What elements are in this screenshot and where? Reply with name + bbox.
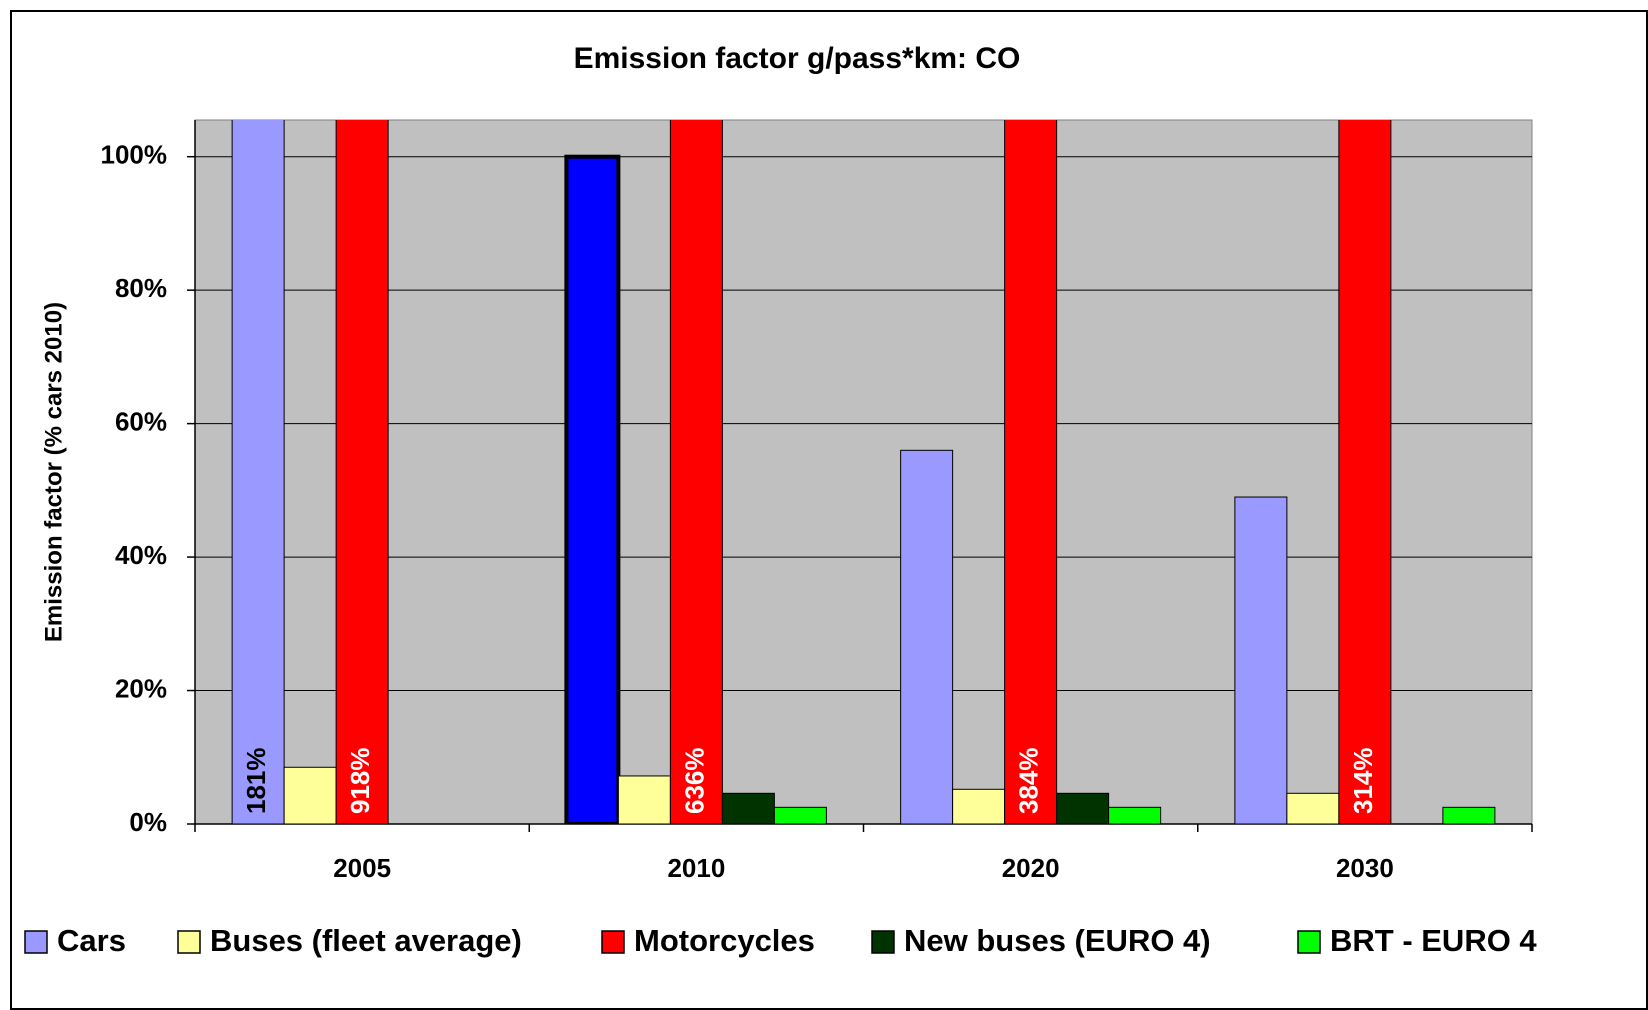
y-tick-label: 20%	[115, 673, 167, 703]
y-tick-label: 80%	[115, 273, 167, 303]
y-tick-label: 100%	[101, 140, 168, 170]
bar	[1108, 806, 1162, 824]
bar	[1056, 792, 1110, 824]
bar	[773, 806, 827, 824]
bar	[1286, 792, 1340, 824]
y-tick-label: 0%	[129, 807, 167, 837]
x-tick-label: 2020	[1002, 853, 1060, 883]
bar-value-label: 314%	[1348, 748, 1378, 815]
bars	[231, 120, 1496, 824]
bar	[564, 154, 621, 824]
legend-swatch	[24, 930, 48, 954]
bar-value-label: 918%	[345, 748, 375, 815]
legend-label: Buses (fleet average)	[210, 923, 522, 958]
legend-swatch	[177, 930, 201, 954]
bar	[1338, 120, 1392, 824]
legend-label: New buses (EURO 4)	[904, 923, 1211, 958]
chart-title: Emission factor g/pass*km: CO	[574, 42, 1021, 75]
bar-value-label: 384%	[1014, 748, 1044, 815]
legend-label: BRT - EURO 4	[1330, 923, 1537, 958]
legend-swatch	[871, 930, 895, 954]
bar	[669, 120, 723, 824]
legend-swatch	[601, 930, 625, 954]
bar	[335, 120, 389, 824]
bar	[721, 792, 775, 824]
bar-value-label: 181%	[241, 748, 271, 815]
bar	[1234, 496, 1288, 824]
y-tick-label: 60%	[115, 406, 167, 436]
bar	[617, 775, 671, 824]
bar	[952, 788, 1006, 824]
bar-value-label: 636%	[679, 748, 709, 815]
y-tick-label: 40%	[115, 540, 167, 570]
bar	[1442, 806, 1496, 824]
bar	[1004, 120, 1058, 824]
bar	[283, 766, 337, 824]
legend-label: Cars	[57, 923, 126, 958]
bar-labels: 181% 918% 636% 384% 314%	[241, 748, 1378, 815]
bar	[231, 120, 285, 824]
legend-label: Motorcycles	[634, 923, 815, 958]
legend-swatch	[1297, 930, 1321, 954]
x-tick-label: 2005	[333, 853, 391, 883]
x-tick-label: 2030	[1336, 853, 1394, 883]
x-tick-label: 2010	[667, 853, 725, 883]
plot-area	[194, 119, 1533, 825]
bar	[900, 449, 954, 824]
y-axis-title: Emission factor (% cars 2010)	[40, 302, 67, 642]
